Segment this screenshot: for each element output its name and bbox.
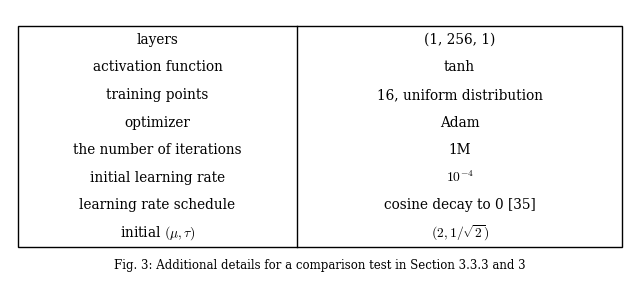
Text: initial $(\mu, \tau)$: initial $(\mu, \tau)$ (120, 224, 195, 242)
Text: Adam: Adam (440, 115, 479, 130)
Text: (1, 256, 1): (1, 256, 1) (424, 33, 495, 47)
Text: initial learning rate: initial learning rate (90, 171, 225, 185)
Text: the number of iterations: the number of iterations (73, 143, 242, 157)
Text: 1M: 1M (448, 143, 471, 157)
Text: tanh: tanh (444, 61, 475, 74)
Text: layers: layers (136, 33, 179, 47)
Text: Fig. 3: Additional details for a comparison test in Section 3.3.3 and 3: Fig. 3: Additional details for a compari… (114, 259, 526, 272)
Text: learning rate schedule: learning rate schedule (79, 198, 236, 212)
Text: optimizer: optimizer (125, 115, 191, 130)
Text: 16, uniform distribution: 16, uniform distribution (376, 88, 543, 102)
Text: training points: training points (106, 88, 209, 102)
Text: $(2, 1/\sqrt{2})$: $(2, 1/\sqrt{2})$ (431, 223, 488, 243)
Bar (18, 26, 622, 246)
Text: cosine decay to 0 [35]: cosine decay to 0 [35] (384, 198, 536, 212)
Text: $10^{-4}$: $10^{-4}$ (445, 170, 474, 185)
Text: activation function: activation function (93, 61, 223, 74)
